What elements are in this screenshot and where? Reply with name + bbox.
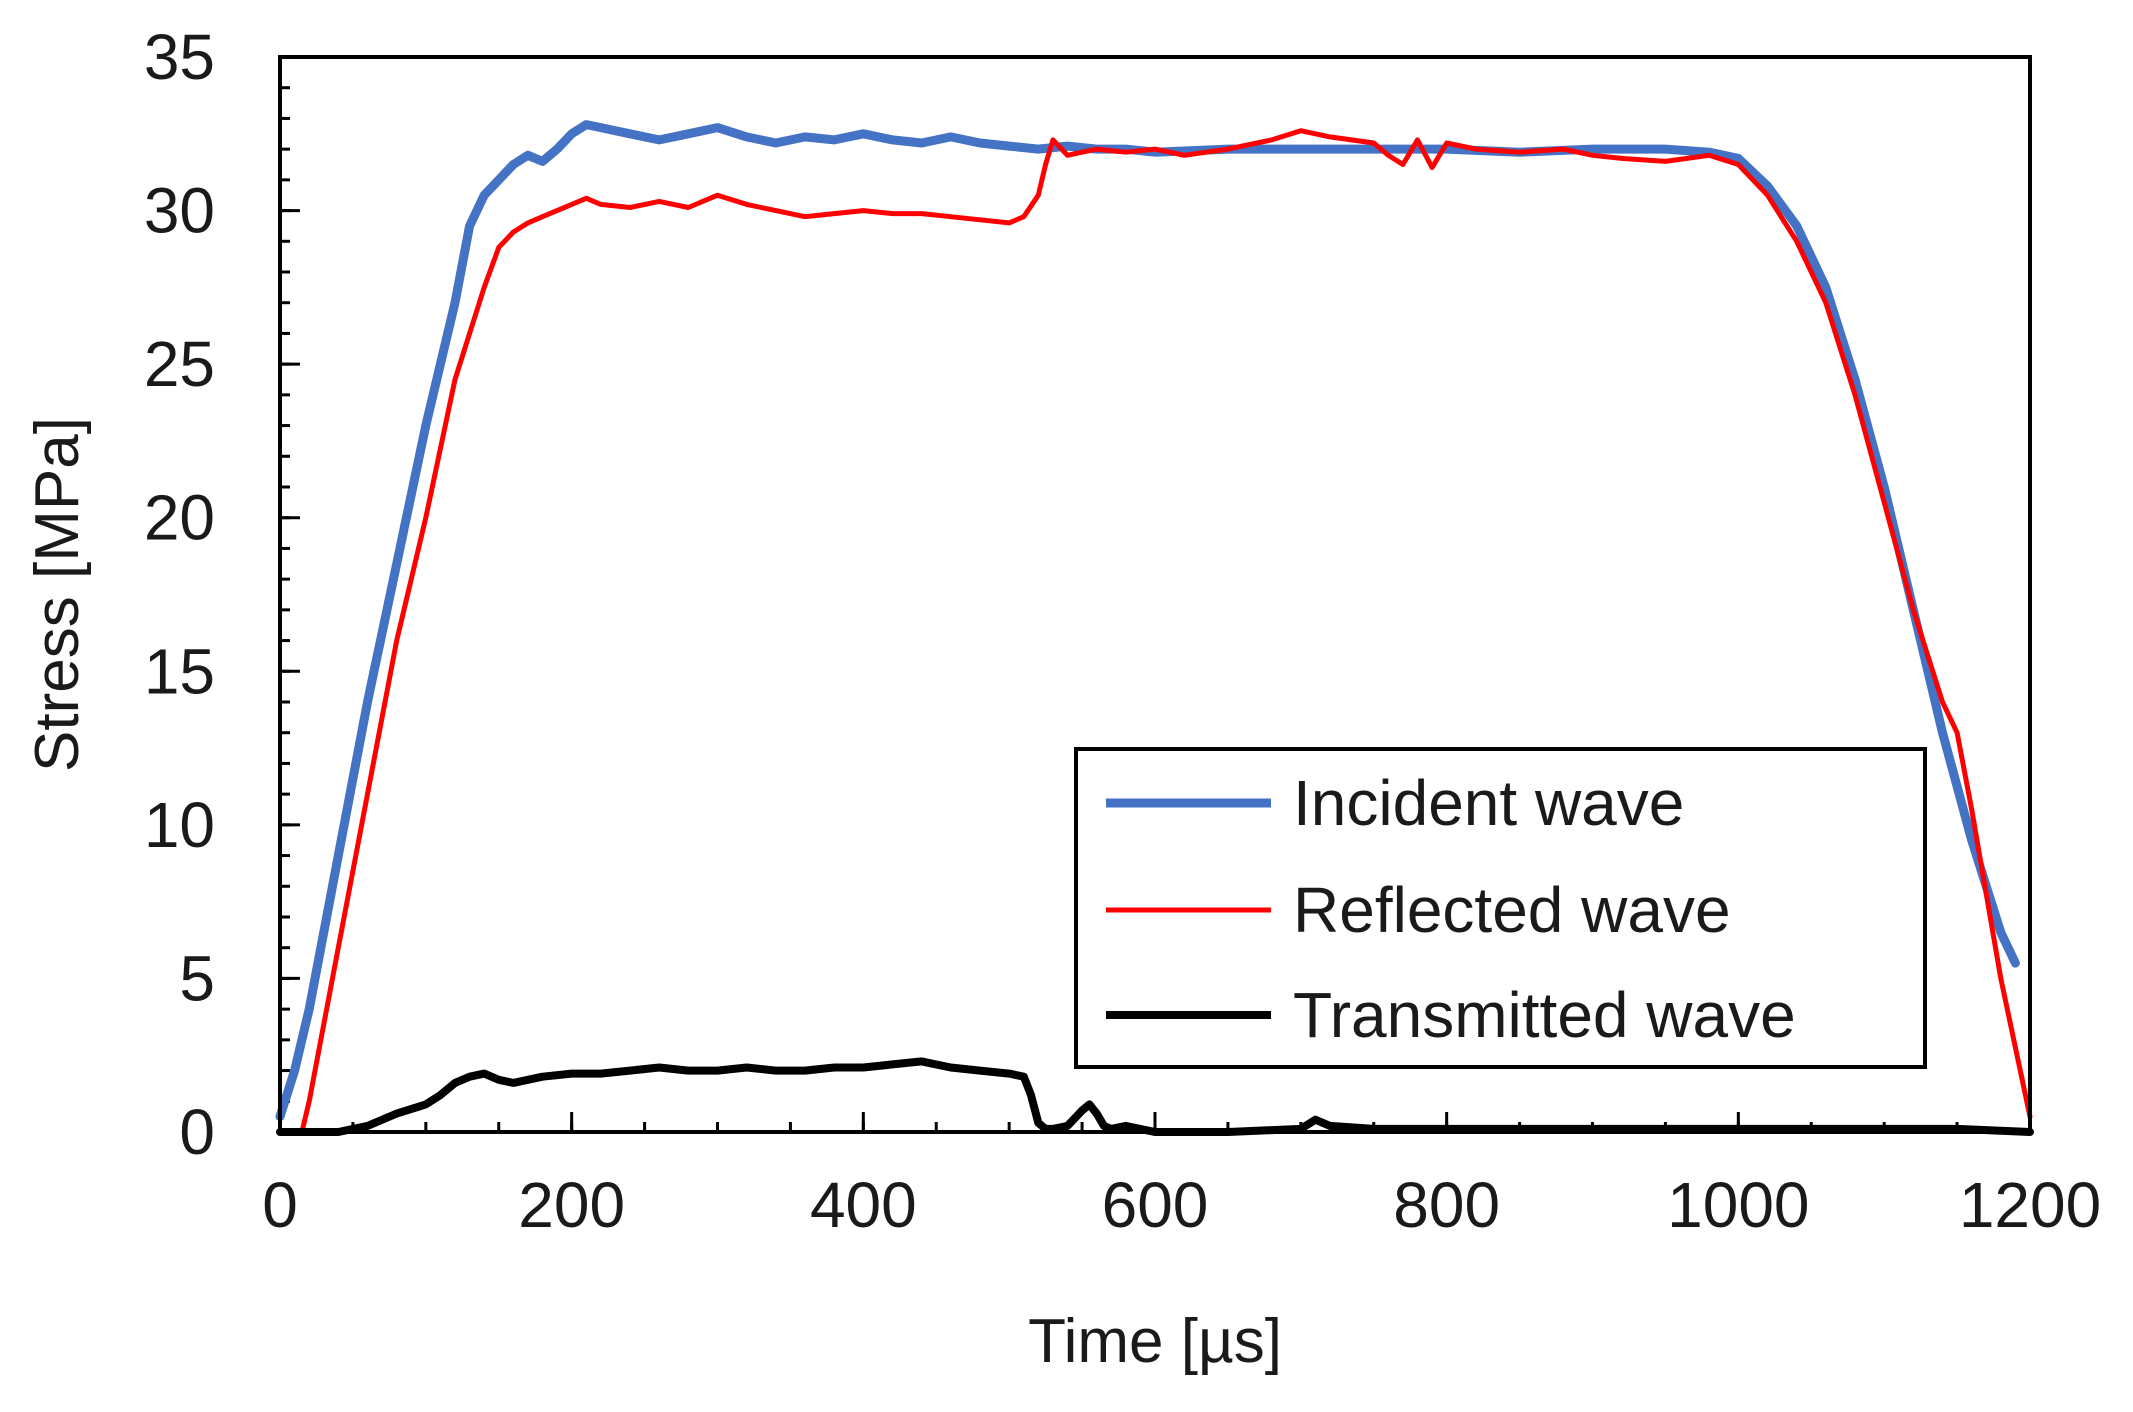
x-tick-label: 1000 — [1667, 1169, 1809, 1241]
y-axis-ticks: 0 5 10 15 20 25 30 35 — [144, 21, 300, 1168]
y-tick-label: 35 — [144, 21, 215, 93]
x-axis-title: Time [µs] — [1028, 1307, 1282, 1376]
y-axis-title: Stress [MPa] — [23, 417, 92, 772]
series-line-incident — [275, 120, 2020, 1122]
legend: Incident wave Reflected wave Transmitted… — [1074, 747, 1927, 1069]
legend-label-incident: Incident wave — [1293, 767, 1684, 839]
y-tick-label: 10 — [144, 789, 215, 861]
y-tick-label: 5 — [179, 942, 215, 1014]
series-line-transmitted — [276, 1057, 2034, 1136]
series-layer — [275, 120, 2034, 1136]
x-tick-label: 200 — [518, 1169, 625, 1241]
x-tick-label: 0 — [262, 1169, 298, 1241]
y-tick-label: 20 — [144, 482, 215, 554]
x-axis-ticks: 0 200 400 600 800 1000 1200 — [262, 1112, 2101, 1241]
legend-label-reflected: Reflected wave — [1293, 874, 1731, 946]
x-tick-label: 400 — [810, 1169, 917, 1241]
y-tick-label: 30 — [144, 175, 215, 247]
x-tick-label: 1200 — [1959, 1169, 2101, 1241]
x-tick-label: 800 — [1393, 1169, 1500, 1241]
y-tick-label: 0 — [179, 1096, 215, 1168]
series-line-reflected — [277, 128, 2033, 1135]
y-tick-label: 25 — [144, 328, 215, 400]
plot-area-frame — [278, 55, 2032, 1134]
y-tick-label: 15 — [144, 635, 215, 707]
legend-label-transmitted: Transmitted wave — [1293, 979, 1796, 1051]
x-tick-label: 600 — [1102, 1169, 1209, 1241]
